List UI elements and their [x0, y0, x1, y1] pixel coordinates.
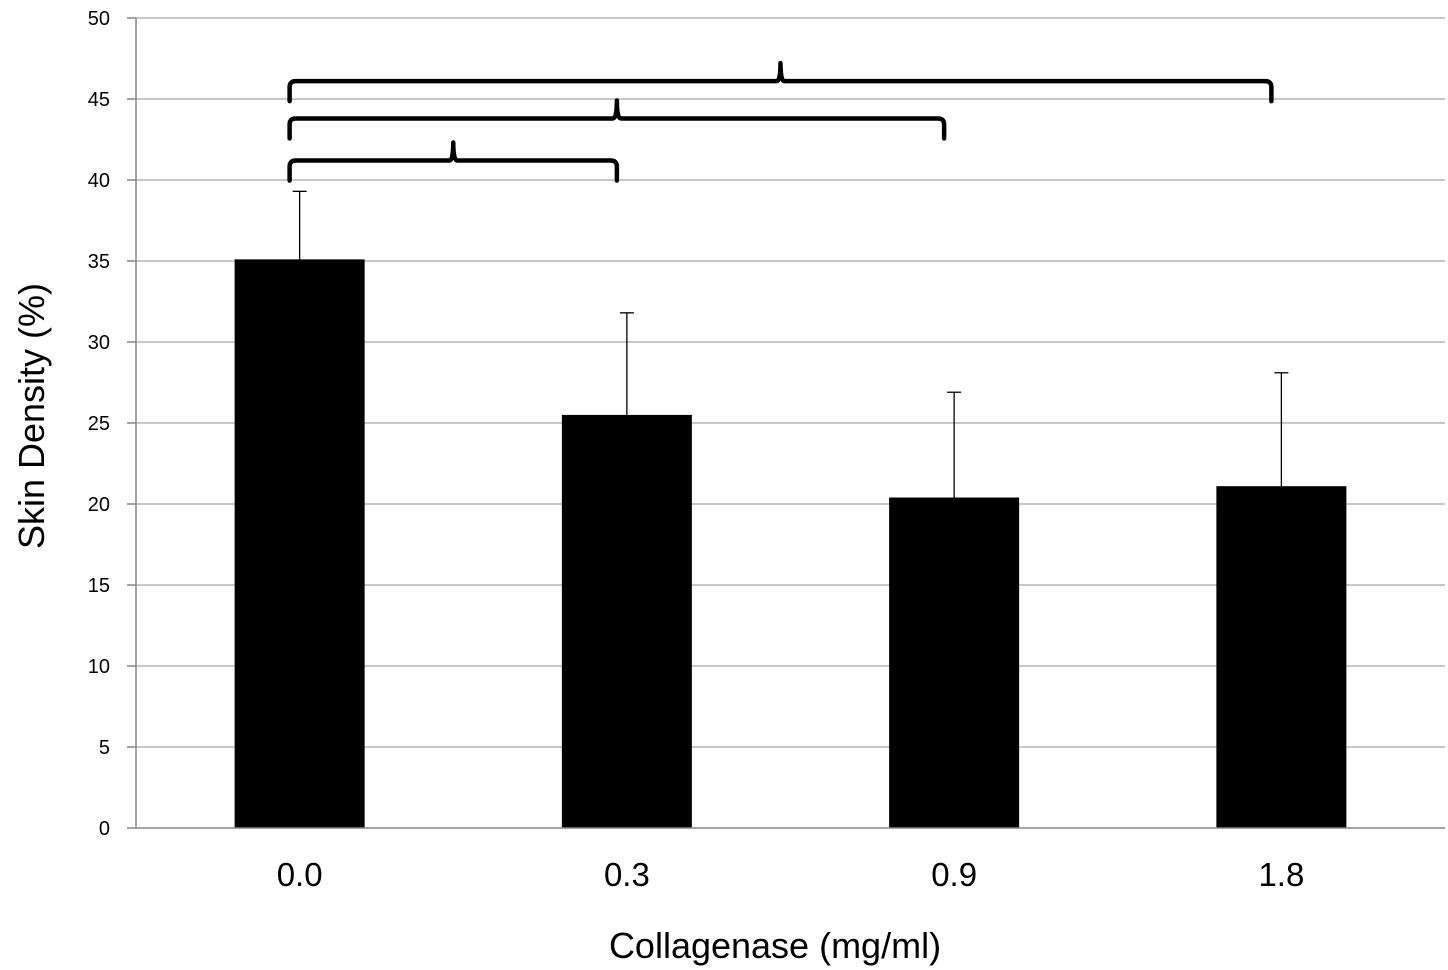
y-tick-label: 20 — [88, 494, 110, 516]
x-tick-label: 0.3 — [604, 856, 650, 893]
tick-labels: 0 5 10 15 20 25 30 35 40 45 50 0.0 0.3 0.9 1.8 — [88, 8, 1305, 893]
bar — [889, 497, 1020, 828]
y-tick-label: 5 — [99, 737, 110, 759]
axes — [127, 17, 1445, 829]
y-tick-label: 30 — [88, 332, 110, 354]
y-tick-label: 50 — [88, 8, 110, 30]
significance-brackets — [287, 60, 1274, 183]
significance-bracket — [287, 98, 947, 141]
y-tick-label: 10 — [88, 656, 110, 678]
error-bars — [292, 190, 1289, 498]
x-tick-label: 0.9 — [931, 856, 977, 893]
bar — [1216, 486, 1347, 828]
x-tick-label: 0.0 — [277, 856, 323, 893]
y-tick-label: 0 — [99, 818, 110, 840]
bars — [234, 259, 1347, 828]
x-tick-label: 1.8 — [1258, 856, 1304, 893]
x-axis-title: Collagenase (mg/ml) — [609, 925, 941, 966]
bar — [561, 414, 692, 828]
bar — [234, 259, 365, 828]
y-tick-label: 35 — [88, 251, 110, 273]
significance-bracket — [287, 140, 620, 183]
y-tick-label: 15 — [88, 575, 110, 597]
y-tick-label: 45 — [88, 89, 110, 111]
y-tick-label: 25 — [88, 413, 110, 435]
y-axis-title: Skin Density (%) — [11, 283, 52, 549]
y-tick-label: 40 — [88, 170, 110, 192]
significance-bracket — [287, 60, 1274, 104]
